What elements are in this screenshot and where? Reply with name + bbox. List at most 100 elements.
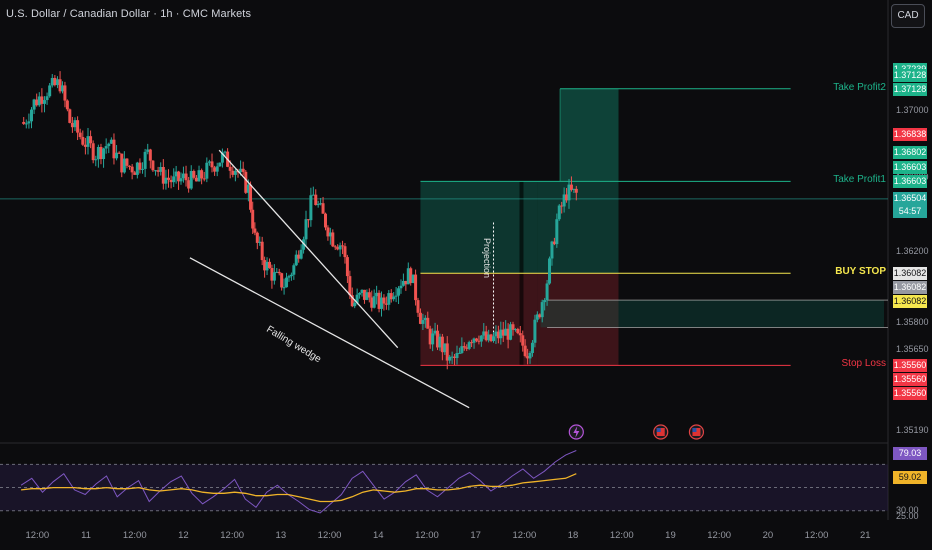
time-tick: 11 (81, 530, 91, 541)
flag-canton (692, 428, 697, 432)
candle-body (323, 213, 327, 228)
candle-body (428, 328, 432, 345)
candle-body (210, 161, 214, 168)
candle-body (181, 173, 185, 179)
candle-body (86, 136, 90, 147)
currency-button[interactable]: CAD (891, 4, 925, 28)
candle-body (115, 152, 119, 159)
candle-body (128, 165, 132, 167)
price-tick: 1.36200 (896, 246, 929, 257)
candle-body (438, 336, 442, 348)
candle-body (401, 280, 405, 286)
take-profit1-tag: 1.36603 (893, 161, 927, 175)
candle-body (255, 232, 259, 243)
wedge-lower-line (189, 257, 470, 409)
candle-body (184, 173, 188, 181)
candle-body (122, 158, 126, 173)
candle-body (169, 179, 173, 183)
candle-body (187, 180, 191, 189)
drawings[interactable] (189, 149, 495, 409)
stop-zone-b (537, 273, 619, 366)
candle-body (164, 177, 168, 184)
candle-body (436, 330, 440, 348)
candle-body (499, 329, 503, 339)
candle-body (336, 247, 340, 250)
candle-body (341, 245, 345, 247)
candle-body (130, 166, 134, 173)
candle-body (358, 293, 362, 295)
candle-body (265, 261, 269, 271)
candle-body (455, 353, 459, 359)
countdown-tag: 54:57 (893, 204, 927, 218)
candle-body (258, 241, 262, 243)
candle-body (443, 343, 447, 353)
candle-body (548, 258, 552, 284)
time-tick: 14 (372, 530, 384, 541)
time-tick: 12:00 (609, 530, 634, 541)
level-lines[interactable] (0, 88, 888, 366)
candle-body (42, 100, 46, 104)
candle-body (538, 314, 542, 318)
time-tick: 12:00 (122, 530, 147, 541)
candle-body (76, 120, 80, 133)
candle-body (445, 343, 449, 361)
candle-body (479, 335, 483, 342)
candle-body (372, 296, 376, 308)
event-markers[interactable] (568, 424, 705, 440)
candle-body (159, 167, 163, 172)
candle-body (192, 171, 196, 178)
candle-body (218, 162, 222, 167)
rsi-pane (0, 450, 888, 514)
candle-body (120, 153, 124, 173)
rsi-line (20, 450, 577, 514)
buy-stop-tag: 1.36082 (893, 295, 927, 309)
candle-body (516, 329, 520, 334)
candle-body (285, 277, 289, 288)
candle-body (223, 151, 227, 153)
candle-body (492, 336, 496, 342)
candle-body (231, 170, 235, 175)
level-label-0: Take Profit2 (833, 81, 886, 93)
candle-body (197, 170, 201, 182)
candle-body (404, 280, 408, 285)
candle-body (394, 295, 398, 297)
price-tick: 1.35650 (896, 343, 929, 354)
candle-body (350, 295, 354, 307)
candle-body (574, 188, 578, 193)
candle-body (509, 324, 513, 340)
candle-body (567, 184, 571, 201)
candle-body (81, 137, 85, 145)
candle-body (355, 294, 359, 303)
candle-body (143, 151, 147, 169)
level-label-1: Take Profit1 (833, 174, 886, 186)
candle-body (450, 356, 454, 358)
candle-body (83, 144, 87, 147)
candle-body (45, 96, 49, 101)
buy-stop-tag: 1.36082 (893, 267, 927, 281)
candle-body (138, 162, 142, 170)
candle-body (228, 166, 232, 171)
flag-canton (656, 428, 661, 432)
candle-body (133, 172, 137, 175)
candle-body (109, 139, 113, 144)
time-tick: 13 (275, 530, 287, 541)
candle-body (367, 292, 371, 298)
take-profit2-tag: 1.37128 (893, 82, 927, 96)
candle-body (267, 261, 271, 268)
stop-loss-tag: 1.35560 (893, 359, 927, 373)
candle-body (146, 149, 150, 152)
rsi-tick: 30.00 (896, 504, 919, 515)
candle-body (484, 331, 488, 341)
price-tag: 1.36802 (893, 146, 927, 160)
candle-body (277, 271, 281, 274)
position-boxes[interactable] (420, 88, 884, 366)
candle-body (241, 168, 245, 172)
candle-body (511, 324, 515, 330)
candle-body (467, 342, 471, 349)
candle-body (462, 346, 466, 348)
rsi-ma-line (21, 473, 577, 503)
candle-body (233, 170, 237, 175)
candle-body (523, 345, 527, 357)
candle-body (399, 285, 403, 289)
